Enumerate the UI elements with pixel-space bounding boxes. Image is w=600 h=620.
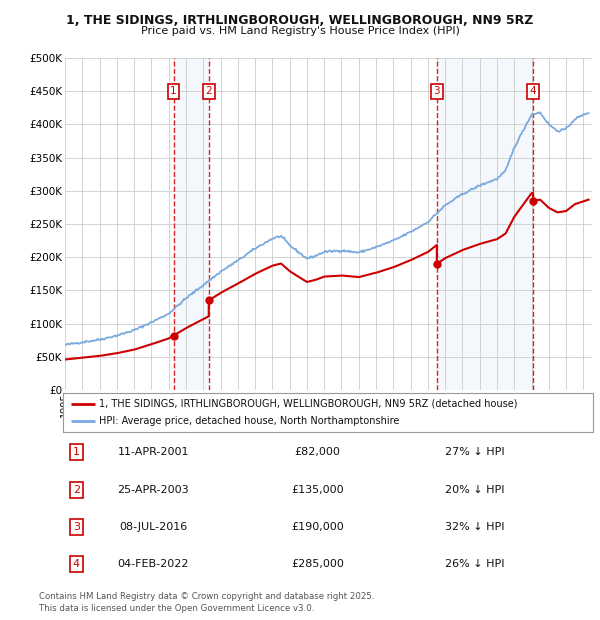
Text: 3: 3 bbox=[434, 86, 440, 96]
Text: £285,000: £285,000 bbox=[291, 559, 344, 569]
Text: 2: 2 bbox=[73, 485, 80, 495]
Text: 27% ↓ HPI: 27% ↓ HPI bbox=[445, 448, 504, 458]
Text: 25-APR-2003: 25-APR-2003 bbox=[117, 485, 189, 495]
Text: Price paid vs. HM Land Registry's House Price Index (HPI): Price paid vs. HM Land Registry's House … bbox=[140, 26, 460, 36]
Text: 2: 2 bbox=[205, 86, 212, 96]
Bar bbox=[437, 58, 533, 390]
Text: HPI: Average price, detached house, North Northamptonshire: HPI: Average price, detached house, Nort… bbox=[99, 417, 400, 427]
Text: 1: 1 bbox=[170, 86, 177, 96]
Text: £135,000: £135,000 bbox=[291, 485, 344, 495]
Text: 04-FEB-2022: 04-FEB-2022 bbox=[118, 559, 189, 569]
Text: 20% ↓ HPI: 20% ↓ HPI bbox=[445, 485, 504, 495]
Text: £82,000: £82,000 bbox=[295, 448, 340, 458]
Text: 08-JUL-2016: 08-JUL-2016 bbox=[119, 522, 187, 532]
Text: 1: 1 bbox=[73, 448, 80, 458]
Text: 11-APR-2001: 11-APR-2001 bbox=[118, 448, 189, 458]
Text: 1, THE SIDINGS, IRTHLINGBOROUGH, WELLINGBOROUGH, NN9 5RZ (detached house): 1, THE SIDINGS, IRTHLINGBOROUGH, WELLING… bbox=[99, 399, 518, 409]
Text: 1, THE SIDINGS, IRTHLINGBOROUGH, WELLINGBOROUGH, NN9 5RZ: 1, THE SIDINGS, IRTHLINGBOROUGH, WELLING… bbox=[67, 14, 533, 27]
Text: 32% ↓ HPI: 32% ↓ HPI bbox=[445, 522, 504, 532]
Text: 26% ↓ HPI: 26% ↓ HPI bbox=[445, 559, 504, 569]
Text: 4: 4 bbox=[73, 559, 80, 569]
Bar bbox=[173, 58, 209, 390]
Text: 4: 4 bbox=[530, 86, 536, 96]
Text: £190,000: £190,000 bbox=[291, 522, 344, 532]
Text: Contains HM Land Registry data © Crown copyright and database right 2025.: Contains HM Land Registry data © Crown c… bbox=[39, 592, 374, 601]
Text: 3: 3 bbox=[73, 522, 80, 532]
Text: This data is licensed under the Open Government Licence v3.0.: This data is licensed under the Open Gov… bbox=[39, 604, 314, 613]
